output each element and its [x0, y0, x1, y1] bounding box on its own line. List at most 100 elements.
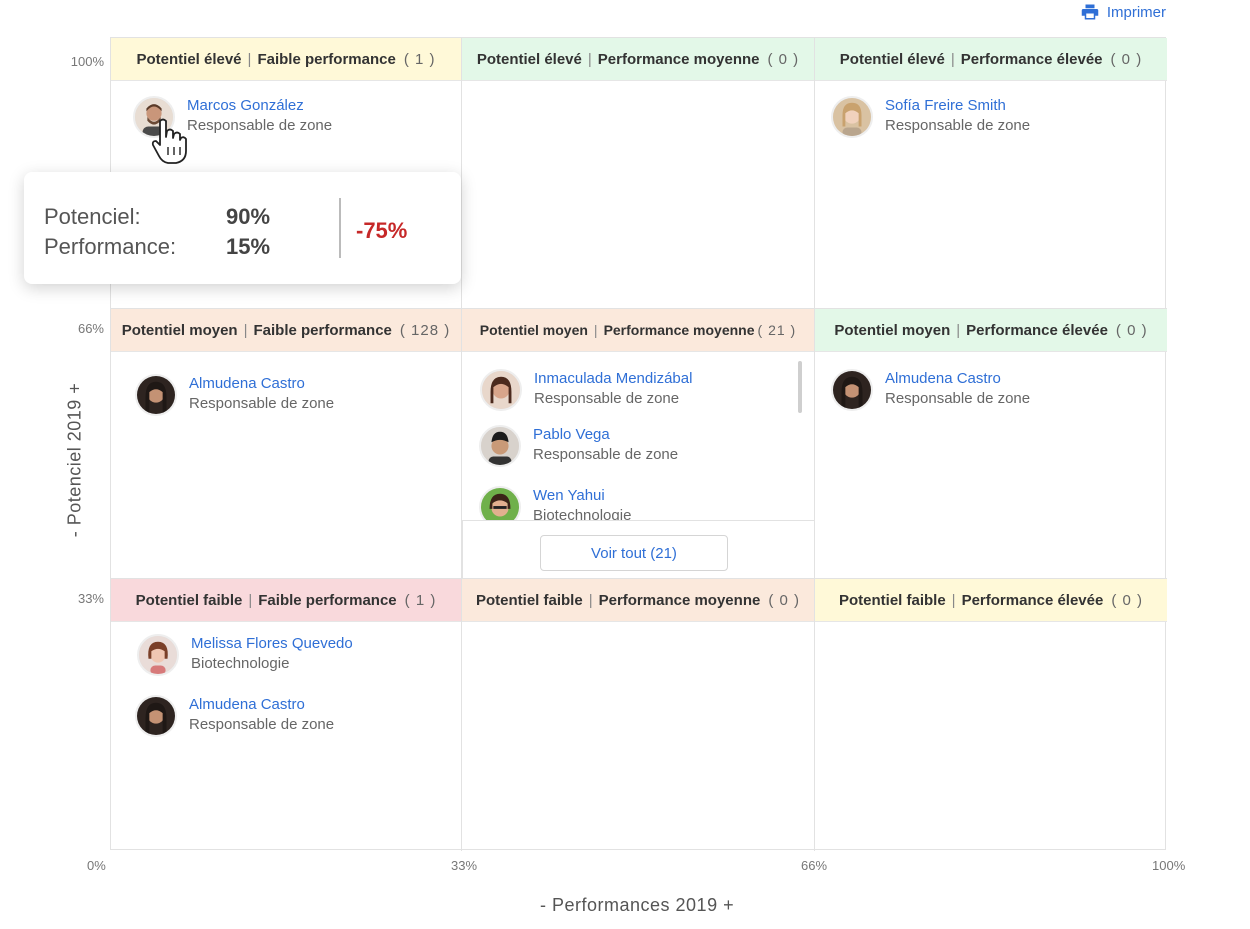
tooltip-divider	[339, 198, 341, 258]
potential-label: Potentiel moyen	[121, 321, 238, 339]
person-name[interactable]: Almudena Castro	[885, 370, 1001, 387]
cell-low-potential-medium-performance: Potentiel faible | Performance moyenne ( 0 …	[462, 579, 815, 851]
hand-cursor-icon	[151, 118, 187, 164]
printer-icon	[1081, 4, 1099, 20]
separator: |	[587, 50, 592, 68]
person-role: Responsable de zone	[534, 390, 680, 407]
see-all-button[interactable]: Voir tout (21)	[540, 535, 728, 571]
performance-label: Performance élevée	[960, 50, 1103, 68]
person-card[interactable]: Almudena Castro Responsable de zone	[135, 695, 334, 737]
cell-medium-potential-low-performance: Potentiel moyen | Faible performance ( 128 …	[111, 309, 462, 579]
person-card[interactable]: Sofía Freire Smith Responsable de zone	[831, 96, 1030, 138]
cell-high-potential-high-performance: Potentiel élevé | Performance élevée( 0 ) …	[815, 38, 1167, 309]
cell-header: Potentiel moyen | Performance élevée ( 0 )	[815, 309, 1167, 352]
cell-header: Potentiel élevé | Faible performance ( 1 )	[111, 38, 461, 81]
person-card[interactable]: Marcos González Responsable de zone	[133, 96, 332, 138]
cell-header: Potentiel moyen | Performance moyenne( 21 …	[462, 309, 814, 352]
x-axis-title: - Performances 2019 +	[540, 895, 735, 915]
person-card[interactable]: Pablo Vega Responsable de zone	[479, 425, 678, 467]
potential-label: Potentiel élevé	[476, 50, 582, 68]
person-role: Responsable de zone	[187, 117, 333, 134]
person-role: Biotechnologie	[191, 655, 290, 672]
person-name[interactable]: Marcos González	[187, 97, 304, 114]
performance-label: Performance moyenne	[597, 50, 760, 68]
person-card[interactable]: Almudena Castro Responsable de zone	[135, 374, 334, 416]
x-tick-66: 66%	[801, 858, 828, 873]
potential-label: Potentiel moyen	[479, 322, 588, 338]
person-role: Responsable de zone	[189, 716, 335, 733]
person-name[interactable]: Almudena Castro	[189, 696, 305, 713]
tooltip-potential-label: Potenciel:	[44, 204, 141, 229]
tooltip-performance-label: Performance:	[44, 234, 177, 259]
person-role: Responsable de zone	[533, 446, 679, 463]
person-name[interactable]: Pablo Vega	[533, 426, 610, 443]
cell-header: Potentiel faible | Performance élevée ( 0 )	[815, 579, 1167, 622]
cell-low-potential-low-performance: Potentiel faible | Faible performance ( 1 )…	[111, 579, 462, 851]
nine-box-grid: Potentiel élevé | Faible performance( 1 ) …	[110, 37, 1167, 851]
performance-label: Faible performance	[258, 591, 397, 609]
y-tick-66: 66%	[77, 321, 104, 336]
avatar	[480, 369, 522, 411]
x-tick-0: 0%	[87, 858, 106, 873]
person-role: Responsable de zone	[885, 117, 1031, 134]
count-badge: ( 0 )	[1115, 321, 1148, 339]
cell-header: Potentiel faible | Performance moyenne ( 0 …	[462, 579, 814, 622]
x-tick-33: 33%	[451, 858, 478, 873]
performance-label: Performance élevée	[961, 591, 1104, 609]
see-all-footer: Voir tout (21)	[462, 520, 814, 578]
cell-medium-potential-high-performance: Potentiel moyen | Performance élevée( 0 ) …	[815, 309, 1167, 579]
performance-label: Faible performance	[257, 50, 396, 68]
tooltip-difference: -75%	[356, 218, 408, 243]
separator: |	[950, 50, 955, 68]
separator: |	[951, 591, 956, 609]
cell-header: Potentiel moyen | Faible performance ( 128 …	[111, 309, 461, 352]
person-name[interactable]: Sofía Freire Smith	[885, 97, 1006, 114]
cell-high-potential-medium-performance: Potentiel élevé | Performance moyenne ( 0 )	[462, 38, 815, 309]
cell-low-potential-high-performance: Potentiel faible | Performance élevée ( 0 )	[815, 579, 1167, 851]
count-badge: ( 0 )	[767, 50, 800, 68]
potential-label: Potentiel élevé	[839, 50, 945, 68]
separator: |	[247, 50, 252, 68]
cell-header: Potentiel élevé | Performance moyenne ( 0 )	[462, 38, 814, 81]
person-name[interactable]: Inmaculada Mendizábal	[534, 370, 693, 387]
person-card[interactable]: Inmaculada Mendizábal Responsable de zon…	[480, 369, 692, 411]
count-badge: ( 0 )	[1111, 591, 1144, 609]
separator: |	[588, 591, 593, 609]
count-badge: ( 0 )	[768, 591, 800, 609]
print-label: Imprimer	[1106, 3, 1166, 21]
separator: |	[248, 591, 253, 609]
separator: |	[593, 322, 598, 338]
potential-label: Potentiel moyen	[834, 321, 951, 339]
person-card[interactable]: Wen Yahui Biotechnologie	[479, 486, 631, 528]
count-badge: ( 128 )	[399, 321, 451, 339]
cell-medium-potential-medium-performance: Potentiel moyen | Performance moyenne( 21 …	[462, 309, 815, 579]
separator: |	[243, 321, 248, 339]
person-role: Biotechnologie	[533, 507, 632, 524]
avatar	[137, 634, 179, 676]
print-button[interactable]: Imprimer	[1081, 2, 1166, 22]
potential-label: Potentiel faible	[135, 591, 243, 609]
separator: |	[956, 321, 961, 339]
person-name[interactable]: Wen Yahui	[533, 487, 605, 504]
avatar	[831, 96, 873, 138]
scrollbar-thumb[interactable]	[798, 361, 802, 413]
count-badge: ( 1 )	[404, 591, 437, 609]
cell-header: Potentiel faible | Faible performance ( 1 )	[111, 579, 461, 622]
avatar	[479, 425, 521, 467]
person-card[interactable]: Melissa Flores Quevedo Biotechnologie	[137, 634, 353, 676]
avatar	[135, 695, 177, 737]
score-tooltip: Potenciel: 90% Performance: 15% -75%	[24, 172, 461, 284]
person-card[interactable]: Almudena Castro Responsable de zone	[831, 369, 1030, 411]
person-name[interactable]: Almudena Castro	[189, 375, 305, 392]
tooltip-potential-value: 90%	[226, 204, 271, 229]
y-tick-100: 100%	[70, 54, 104, 69]
y-axis-title: - Potenciel 2019 +	[64, 382, 85, 538]
count-badge: ( 0 )	[1110, 50, 1143, 68]
avatar	[135, 374, 177, 416]
person-name[interactable]: Melissa Flores Quevedo	[191, 635, 353, 652]
performance-label: Performance moyenne	[598, 591, 761, 609]
cell-high-potential-low-performance: Potentiel élevé | Faible performance( 1 ) …	[111, 38, 462, 309]
person-role: Responsable de zone	[885, 390, 1031, 407]
y-tick-33: 33%	[77, 591, 104, 606]
x-tick-100: 100%	[1152, 858, 1186, 873]
